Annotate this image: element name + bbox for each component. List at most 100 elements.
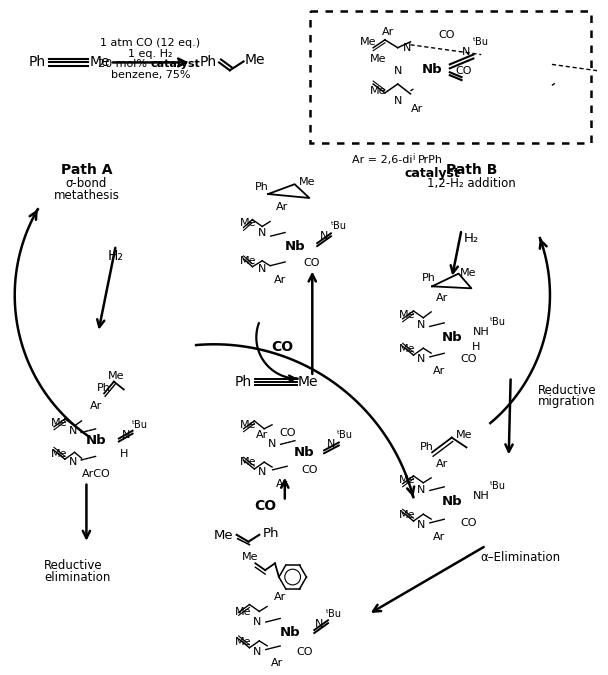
Text: ᵗBu: ᵗBu: [473, 37, 489, 47]
Text: metathesis: metathesis: [54, 188, 119, 202]
Text: Me: Me: [235, 608, 252, 618]
Text: Nb: Nb: [294, 446, 315, 459]
Text: Reductive: Reductive: [538, 384, 597, 397]
Text: Ph: Ph: [199, 55, 217, 70]
Text: Ar: Ar: [382, 27, 394, 37]
Text: ᵗBu: ᵗBu: [337, 430, 353, 439]
Text: migration: migration: [538, 395, 596, 408]
Text: Ar = 2,6-di: Ar = 2,6-di: [352, 155, 412, 165]
Text: Ar: Ar: [275, 479, 288, 489]
Text: Me: Me: [456, 430, 473, 439]
Text: N: N: [253, 617, 261, 627]
Text: Nb: Nb: [285, 240, 305, 252]
Text: 1 atm CO (12 eq.): 1 atm CO (12 eq.): [100, 38, 200, 48]
Text: Ar: Ar: [256, 430, 268, 439]
Text: CO: CO: [438, 30, 455, 40]
Text: N: N: [69, 457, 77, 467]
Text: Me: Me: [235, 637, 252, 647]
Text: N: N: [315, 619, 323, 629]
Text: CO: CO: [280, 428, 296, 437]
Text: Me: Me: [240, 219, 257, 229]
Text: Ar: Ar: [275, 202, 288, 212]
Text: Me: Me: [50, 450, 67, 459]
Text: H: H: [120, 450, 128, 459]
Text: Nb: Nb: [280, 626, 300, 639]
Text: Nb: Nb: [86, 434, 106, 447]
Text: CO: CO: [271, 340, 293, 354]
Text: CO: CO: [455, 66, 472, 76]
Text: Ar: Ar: [436, 459, 448, 469]
Text: CO: CO: [460, 518, 477, 528]
Text: Me: Me: [50, 418, 67, 428]
Text: N: N: [393, 96, 402, 106]
Text: H₂: H₂: [108, 249, 124, 263]
Text: Me: Me: [299, 178, 316, 187]
Text: N: N: [417, 520, 426, 530]
Text: N: N: [417, 320, 426, 329]
Text: CO: CO: [254, 500, 276, 513]
Text: Nb: Nb: [441, 331, 462, 344]
Text: N: N: [258, 228, 266, 238]
Text: NH: NH: [473, 327, 489, 337]
Text: Ar: Ar: [90, 401, 102, 411]
Text: NH: NH: [473, 491, 489, 501]
Text: Ar: Ar: [271, 658, 283, 668]
Text: Ph: Ph: [97, 383, 111, 394]
Text: Me: Me: [370, 86, 386, 96]
Text: N: N: [253, 647, 261, 657]
Text: Me: Me: [214, 529, 233, 542]
Text: Me: Me: [460, 267, 477, 277]
Text: α–Elimination: α–Elimination: [480, 551, 561, 564]
Text: Me: Me: [108, 371, 124, 381]
FancyBboxPatch shape: [310, 11, 591, 143]
Text: Ar: Ar: [411, 103, 424, 113]
Text: catalyst: catalyst: [150, 59, 200, 70]
Text: Me: Me: [245, 53, 266, 68]
Text: CO: CO: [296, 647, 313, 657]
Text: ᵗBu: ᵗBu: [490, 317, 506, 327]
Text: N: N: [403, 43, 412, 53]
Text: Ar: Ar: [433, 366, 445, 376]
Text: 1 eq. H₂: 1 eq. H₂: [128, 49, 173, 59]
Text: Nb: Nb: [441, 495, 462, 508]
Text: H₂: H₂: [464, 232, 479, 245]
Text: N: N: [417, 485, 426, 495]
Text: Me: Me: [90, 55, 111, 70]
Text: ᵗBu: ᵗBu: [131, 420, 148, 430]
Text: CO: CO: [303, 258, 320, 268]
Text: Path A: Path A: [61, 163, 112, 178]
Text: N: N: [122, 430, 130, 439]
Text: CO: CO: [301, 465, 317, 475]
Text: ArCO: ArCO: [82, 469, 111, 479]
Text: ᵗBu: ᵗBu: [331, 221, 347, 232]
Text: Ph: Ph: [235, 375, 252, 389]
Text: σ-bond: σ-bond: [66, 177, 107, 190]
Text: Me: Me: [240, 420, 257, 430]
Text: ᵗBu: ᵗBu: [326, 610, 342, 620]
Text: Ph: Ph: [422, 273, 436, 284]
Text: Me: Me: [298, 375, 319, 389]
Text: H: H: [472, 342, 480, 352]
Text: Ph: Ph: [29, 55, 46, 70]
Text: N: N: [268, 439, 276, 450]
Text: Ar: Ar: [433, 532, 445, 542]
Text: PrPh: PrPh: [417, 155, 443, 165]
Text: i: i: [412, 153, 415, 162]
Text: Me: Me: [360, 37, 376, 47]
Text: N: N: [393, 66, 402, 76]
Text: Ar: Ar: [274, 592, 286, 601]
Text: Me: Me: [399, 510, 416, 520]
Text: N: N: [417, 354, 426, 364]
Text: N: N: [258, 467, 266, 477]
Text: Ar: Ar: [274, 275, 286, 286]
Text: N: N: [69, 426, 77, 435]
Text: Me: Me: [240, 457, 257, 467]
Text: 1,2-H₂ addition: 1,2-H₂ addition: [427, 177, 516, 190]
Text: CO: CO: [460, 354, 477, 364]
Text: Ph: Ph: [263, 527, 279, 540]
Text: Nb: Nb: [422, 63, 443, 76]
Text: 20 mol%: 20 mol%: [98, 59, 150, 70]
Text: ᵗBu: ᵗBu: [490, 481, 506, 491]
Text: elimination: elimination: [44, 570, 111, 584]
Text: Me: Me: [242, 552, 258, 562]
